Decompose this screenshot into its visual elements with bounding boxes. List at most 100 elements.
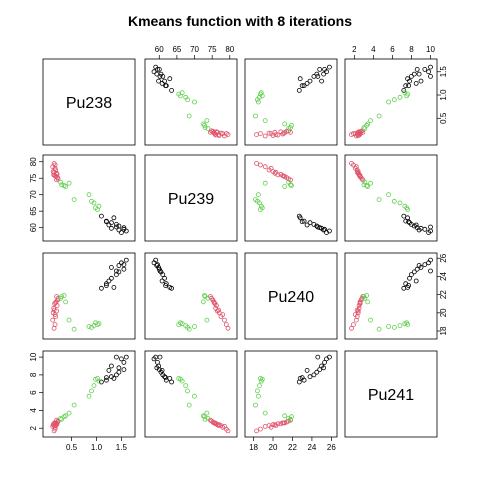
- data-point-cluster-3: [361, 125, 367, 130]
- data-point-cluster-3: [386, 99, 392, 105]
- data-point-cluster-3: [364, 122, 370, 128]
- panel-pu238-vs-pu241: [344, 58, 438, 146]
- panel-pu240-vs-pu239: [144, 252, 238, 340]
- data-point-cluster-1: [428, 224, 433, 230]
- data-point-cluster-1: [304, 81, 310, 86]
- data-point-cluster-1: [408, 74, 414, 79]
- x-tick-label-pu239: 80: [225, 45, 234, 54]
- data-point-cluster-1: [106, 367, 112, 373]
- data-point-cluster-2: [278, 421, 284, 427]
- data-point-cluster-2: [216, 133, 222, 138]
- data-point-cluster-1: [158, 269, 164, 275]
- data-point-cluster-1: [151, 69, 157, 75]
- data-point-cluster-3: [59, 416, 64, 422]
- data-point-cluster-3: [185, 324, 190, 330]
- panel-pu239-vs-pu240: [244, 154, 338, 242]
- data-point-cluster-1: [426, 230, 432, 236]
- data-point-cluster-2: [273, 132, 279, 138]
- data-point-cluster-1: [428, 64, 433, 70]
- data-point-cluster-1: [314, 223, 320, 229]
- data-point-cluster-1: [116, 227, 122, 233]
- data-point-cluster-3: [257, 91, 263, 97]
- panel-frame: [144, 252, 238, 340]
- data-point-cluster-1: [167, 76, 173, 82]
- data-point-cluster-2: [54, 294, 59, 299]
- y-tick-label-pu241: 2: [29, 425, 38, 430]
- data-point-cluster-1: [104, 283, 109, 288]
- data-point-cluster-1: [157, 354, 163, 360]
- data-point-cluster-3: [282, 121, 288, 127]
- y-tick-label-pu241: 4: [29, 408, 38, 413]
- data-point-cluster-2: [216, 423, 221, 429]
- data-point-cluster-1: [109, 275, 114, 281]
- panel-pu240-vs-pu238: [42, 252, 136, 340]
- panel-frame: [144, 350, 238, 438]
- x-tick-label-pu240: 26: [327, 443, 336, 452]
- data-point-cluster-3: [257, 207, 263, 212]
- data-point-cluster-1: [322, 359, 328, 365]
- data-point-cluster-1: [297, 76, 303, 82]
- data-point-cluster-3: [95, 322, 100, 328]
- data-point-cluster-3: [185, 97, 190, 103]
- data-point-cluster-1: [154, 71, 160, 77]
- data-point-cluster-1: [413, 222, 419, 228]
- panel-grid: Pu238 Pu239 Pu240 Pu241 0.5 1.0 1.5 0.5 1.0 1.5 60…: [29, 45, 448, 452]
- data-point-cluster-3: [204, 410, 210, 416]
- data-point-cluster-1: [114, 224, 119, 230]
- data-point-cluster-2: [211, 420, 217, 426]
- panel-frame: [244, 252, 338, 340]
- data-point-cluster-3: [405, 207, 411, 212]
- data-point-cluster-1: [422, 226, 428, 232]
- data-point-cluster-2: [216, 132, 221, 138]
- y-tick-label-pu238: 1.0: [439, 89, 448, 101]
- data-point-cluster-1: [406, 219, 412, 225]
- data-point-cluster-3: [192, 393, 197, 399]
- data-point-cluster-1: [99, 285, 104, 291]
- panel-pu240-vs-pu240: Pu240: [244, 252, 338, 340]
- data-point-cluster-1: [406, 83, 412, 89]
- data-point-cluster-3: [58, 295, 63, 301]
- panel-pu238-vs-pu238: Pu238: [42, 58, 136, 146]
- data-point-cluster-2: [257, 162, 263, 168]
- data-point-cluster-2: [54, 177, 59, 183]
- x-tick-label-pu240: 18: [249, 443, 258, 452]
- data-point-cluster-3: [186, 113, 192, 119]
- y-tick-label-pu239: 65: [29, 206, 38, 215]
- data-point-cluster-1: [104, 219, 109, 225]
- data-point-cluster-2: [257, 426, 263, 432]
- data-point-cluster-3: [386, 324, 392, 329]
- data-point-cluster-1: [159, 278, 165, 284]
- data-point-cluster-1: [426, 260, 432, 266]
- data-point-cluster-1: [104, 377, 109, 383]
- panel-pu238-vs-pu239: [144, 58, 238, 146]
- data-point-cluster-1: [416, 263, 422, 268]
- data-point-cluster-2: [222, 317, 227, 323]
- data-point-cluster-3: [397, 323, 403, 329]
- data-point-cluster-2: [288, 129, 293, 135]
- data-point-cluster-1: [116, 263, 122, 268]
- data-point-cluster-1: [163, 83, 169, 89]
- x-tick-label-pu238: 1.5: [116, 443, 128, 452]
- data-point-cluster-3: [201, 414, 207, 420]
- data-point-cluster-1: [299, 375, 305, 381]
- data-point-cluster-1: [405, 76, 411, 82]
- data-point-cluster-3: [254, 198, 260, 204]
- data-point-cluster-1: [407, 275, 412, 281]
- x-tick-label-pu238: 1.0: [91, 443, 103, 452]
- data-point-cluster-2: [275, 132, 281, 138]
- data-point-cluster-3: [204, 118, 210, 123]
- data-point-cluster-1: [311, 372, 317, 378]
- panel-pu238-vs-pu240: [244, 58, 338, 146]
- data-point-cluster-3: [201, 122, 207, 128]
- data-point-cluster-1: [154, 263, 160, 268]
- data-point-cluster-2: [223, 322, 229, 328]
- data-point-cluster-1: [296, 379, 302, 385]
- data-point-cluster-1: [321, 71, 327, 77]
- data-point-cluster-3: [205, 295, 211, 301]
- data-point-cluster-2: [257, 131, 263, 137]
- data-point-cluster-1: [317, 67, 323, 72]
- data-point-cluster-3: [202, 416, 208, 422]
- data-point-cluster-1: [405, 215, 411, 221]
- data-point-cluster-1: [317, 367, 323, 373]
- data-point-cluster-2: [254, 160, 259, 166]
